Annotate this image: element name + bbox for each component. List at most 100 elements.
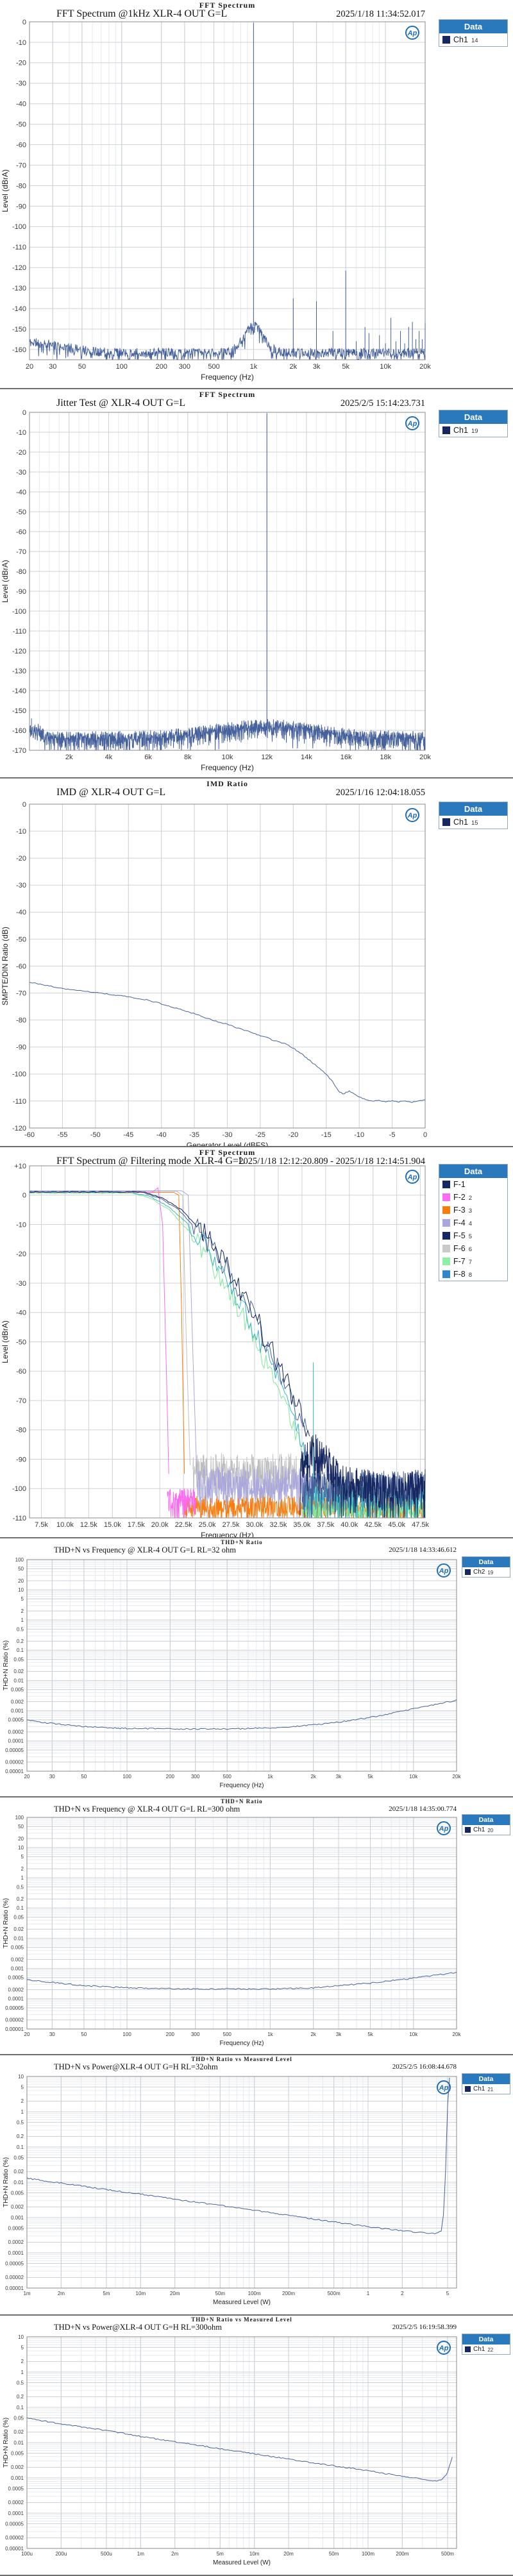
svg-text:0.005: 0.005 <box>11 1687 24 1693</box>
series-F-7-line <box>29 1192 305 1460</box>
svg-text:2: 2 <box>21 1866 24 1872</box>
window-title: THD+N Ratio vs Measured Level <box>191 2056 292 2062</box>
svg-text:1k: 1k <box>267 1774 273 1780</box>
fft-filtering-mode-window: FFT Spectrum FFT Spectrum @ Filtering mo… <box>0 1147 513 1538</box>
svg-text:-60: -60 <box>16 1368 26 1376</box>
svg-text:0.5: 0.5 <box>17 1626 24 1632</box>
legend-header: Data <box>462 2074 510 2084</box>
svg-text:100: 100 <box>122 2032 131 2037</box>
svg-text:0: 0 <box>22 1192 26 1200</box>
y-axis-label: SMPTE/DIN Ratio (dB) <box>1 927 10 1006</box>
svg-text:1k: 1k <box>250 363 258 371</box>
thdn-vs-power-32ohm-window: THD+N Ratio vs Measured Level THD+N vs P… <box>0 2055 513 2316</box>
legend-item[interactable]: F-1 <box>439 1178 507 1191</box>
svg-text:50: 50 <box>18 1824 24 1830</box>
svg-text:200m: 200m <box>282 2291 295 2296</box>
svg-text:20: 20 <box>18 1578 24 1584</box>
window-title: THD+N Ratio vs Measured Level <box>191 2316 292 2323</box>
svg-text:45.0k: 45.0k <box>388 1521 405 1529</box>
legend-item[interactable]: F-3 3 <box>439 1204 507 1216</box>
svg-text:100: 100 <box>15 1815 24 1821</box>
series-F-1-noise <box>299 1434 426 1518</box>
svg-text:-60: -60 <box>16 528 26 536</box>
legend-item[interactable]: F-4 4 <box>439 1216 507 1229</box>
svg-text:1: 1 <box>21 1617 24 1623</box>
svg-text:30: 30 <box>49 363 56 371</box>
legend-label: Ch1 <box>453 35 468 44</box>
svg-text:0.01: 0.01 <box>13 2440 24 2446</box>
svg-text:3k: 3k <box>336 1774 342 1780</box>
legend-sub: 20 <box>487 1828 494 1833</box>
ap-logo: Ap <box>405 416 419 430</box>
svg-text:0.5: 0.5 <box>17 1884 24 1890</box>
series-Ch2 <box>26 1699 457 1730</box>
legend-item[interactable]: Ch1 19 <box>439 424 507 437</box>
svg-text:0: 0 <box>22 801 26 809</box>
svg-text:1: 1 <box>21 2370 24 2375</box>
legend-header: Data <box>462 2334 510 2344</box>
svg-text:2: 2 <box>21 2359 24 2364</box>
svg-text:40.0k: 40.0k <box>341 1521 358 1529</box>
graph-title: THD+N vs Power@XLR-4 OUT G=H RL=300ohm <box>54 2323 222 2332</box>
svg-text:0: 0 <box>22 19 26 26</box>
svg-text:27.5k: 27.5k <box>223 1521 240 1529</box>
legend-sub: 14 <box>471 37 478 44</box>
legend-sub: 21 <box>487 2087 494 2092</box>
svg-text:-20: -20 <box>288 1131 298 1139</box>
svg-text:5: 5 <box>446 2291 450 2296</box>
svg-text:0.00002: 0.00002 <box>5 1760 24 1765</box>
series-Ch1 <box>26 1971 457 1991</box>
svg-text:2m: 2m <box>58 2291 65 2296</box>
legend-item[interactable]: Ch1 20 <box>462 1825 510 1835</box>
legend-item[interactable]: Ch1 21 <box>462 2084 510 2094</box>
svg-text:0.05: 0.05 <box>13 2415 24 2421</box>
svg-text:0.001: 0.001 <box>11 2475 24 2481</box>
window-title: FFT Spectrum <box>199 390 256 399</box>
fft-spectrum-1khz-window: FFT Spectrum FFT Spectrum @1kHz XLR-4 OU… <box>0 0 513 389</box>
svg-text:12k: 12k <box>261 753 273 761</box>
legend-item[interactable]: Ch2 19 <box>462 1567 510 1577</box>
y-axis-label: THD+N Ratio (%) <box>3 1898 10 1948</box>
legend-swatch <box>465 2086 471 2092</box>
legend-label: F-3 <box>453 1206 466 1215</box>
svg-text:0.0005: 0.0005 <box>8 2225 24 2231</box>
svg-text:100u: 100u <box>21 2551 33 2557</box>
svg-text:500u: 500u <box>101 2551 112 2557</box>
svg-text:-110: -110 <box>13 244 26 251</box>
svg-text:20k: 20k <box>419 753 431 761</box>
legend-item[interactable]: Ch1 14 <box>439 33 507 46</box>
legend-item[interactable]: F-8 8 <box>439 1268 507 1281</box>
svg-text:0.00001: 0.00001 <box>5 2286 24 2291</box>
legend: Data Ch2 19 <box>462 1556 510 1578</box>
legend-item[interactable]: F-6 6 <box>439 1242 507 1255</box>
legend-item[interactable]: Ch1 22 <box>462 2344 510 2354</box>
svg-text:0.002: 0.002 <box>11 2464 24 2470</box>
svg-text:47.5k: 47.5k <box>412 1521 429 1529</box>
graph-timestamp: 2025/1/18 12:12:20.809 - 2025/1/18 12:14… <box>239 1156 425 1166</box>
svg-text:200: 200 <box>166 2032 175 2037</box>
legend-label: Ch1 <box>453 426 468 435</box>
svg-text:-40: -40 <box>16 101 26 108</box>
window-title: IMD Ratio <box>206 779 248 788</box>
chart-canvas: 20 30 50 100 200 300 500 1k 2k 3k 5k 10k 20k 0 -10 -20 -… <box>1 19 431 382</box>
svg-text:37.5k: 37.5k <box>317 1521 334 1529</box>
series-Ch1 <box>29 413 426 750</box>
svg-text:500: 500 <box>223 1774 232 1780</box>
svg-text:-15: -15 <box>321 1131 332 1139</box>
svg-text:20k: 20k <box>453 1774 462 1780</box>
legend-item[interactable]: Ch1 15 <box>439 816 507 829</box>
legend-item[interactable]: F-7 7 <box>439 1255 507 1268</box>
svg-text:10: 10 <box>18 1845 24 1851</box>
x-axis-label: Frequency (Hz) <box>220 1782 264 1789</box>
svg-text:0.05: 0.05 <box>13 1914 24 1920</box>
svg-text:300: 300 <box>191 2032 200 2037</box>
svg-text:100m: 100m <box>362 2551 374 2557</box>
legend-item[interactable]: F-2 2 <box>439 1191 507 1204</box>
svg-text:30: 30 <box>49 1774 55 1780</box>
svg-text:0.5: 0.5 <box>17 2380 24 2386</box>
series-F-8-line <box>29 1191 307 1465</box>
svg-text:2k: 2k <box>310 2032 316 2037</box>
legend-item[interactable]: F-5 5 <box>439 1229 507 1242</box>
series-F-4 <box>197 1465 317 1518</box>
svg-text:20k: 20k <box>419 363 431 371</box>
